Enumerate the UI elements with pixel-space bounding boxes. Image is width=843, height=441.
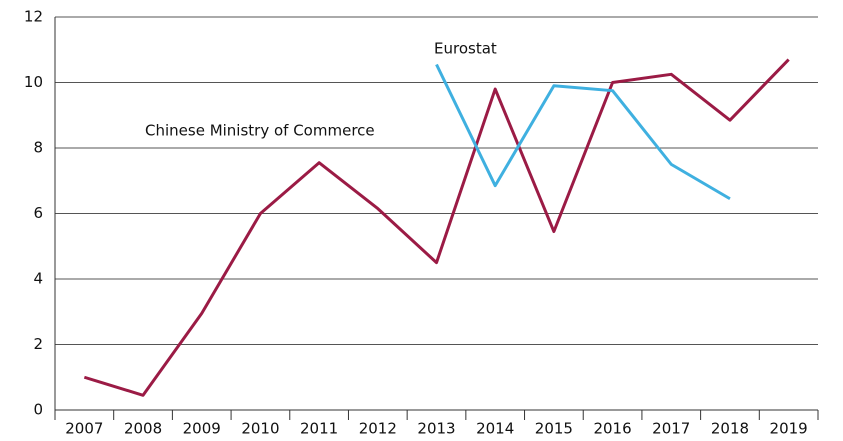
- x-tick-label: 2012: [359, 420, 397, 438]
- y-tick-label: 0: [33, 401, 43, 419]
- x-tick-label: 2016: [593, 420, 631, 438]
- series-label: Chinese Ministry of Commerce: [145, 122, 375, 140]
- x-tick-label: 2019: [770, 420, 808, 438]
- y-tick-label: 2: [33, 335, 43, 353]
- x-tick-label: 2015: [535, 420, 573, 438]
- x-tick-label: 2013: [417, 420, 455, 438]
- series-label: Eurostat: [434, 40, 497, 58]
- x-tick-label: 2007: [65, 420, 103, 438]
- y-tick-label: 12: [24, 8, 43, 26]
- x-tick-label: 2009: [183, 420, 221, 438]
- y-tick-label: 6: [33, 204, 43, 222]
- series-line: [435, 63, 731, 201]
- x-tick-label: 2010: [241, 420, 279, 438]
- x-tick-label: 2017: [652, 420, 690, 438]
- series-line: [83, 58, 790, 397]
- x-tick-label: 2008: [124, 420, 162, 438]
- x-tick-label: 2018: [711, 420, 749, 438]
- y-tick-label: 4: [33, 270, 43, 288]
- y-tick-label: 10: [24, 73, 43, 91]
- y-tick-label: 8: [33, 139, 43, 157]
- x-tick-label: 2014: [476, 420, 514, 438]
- x-tick-label: 2011: [300, 420, 338, 438]
